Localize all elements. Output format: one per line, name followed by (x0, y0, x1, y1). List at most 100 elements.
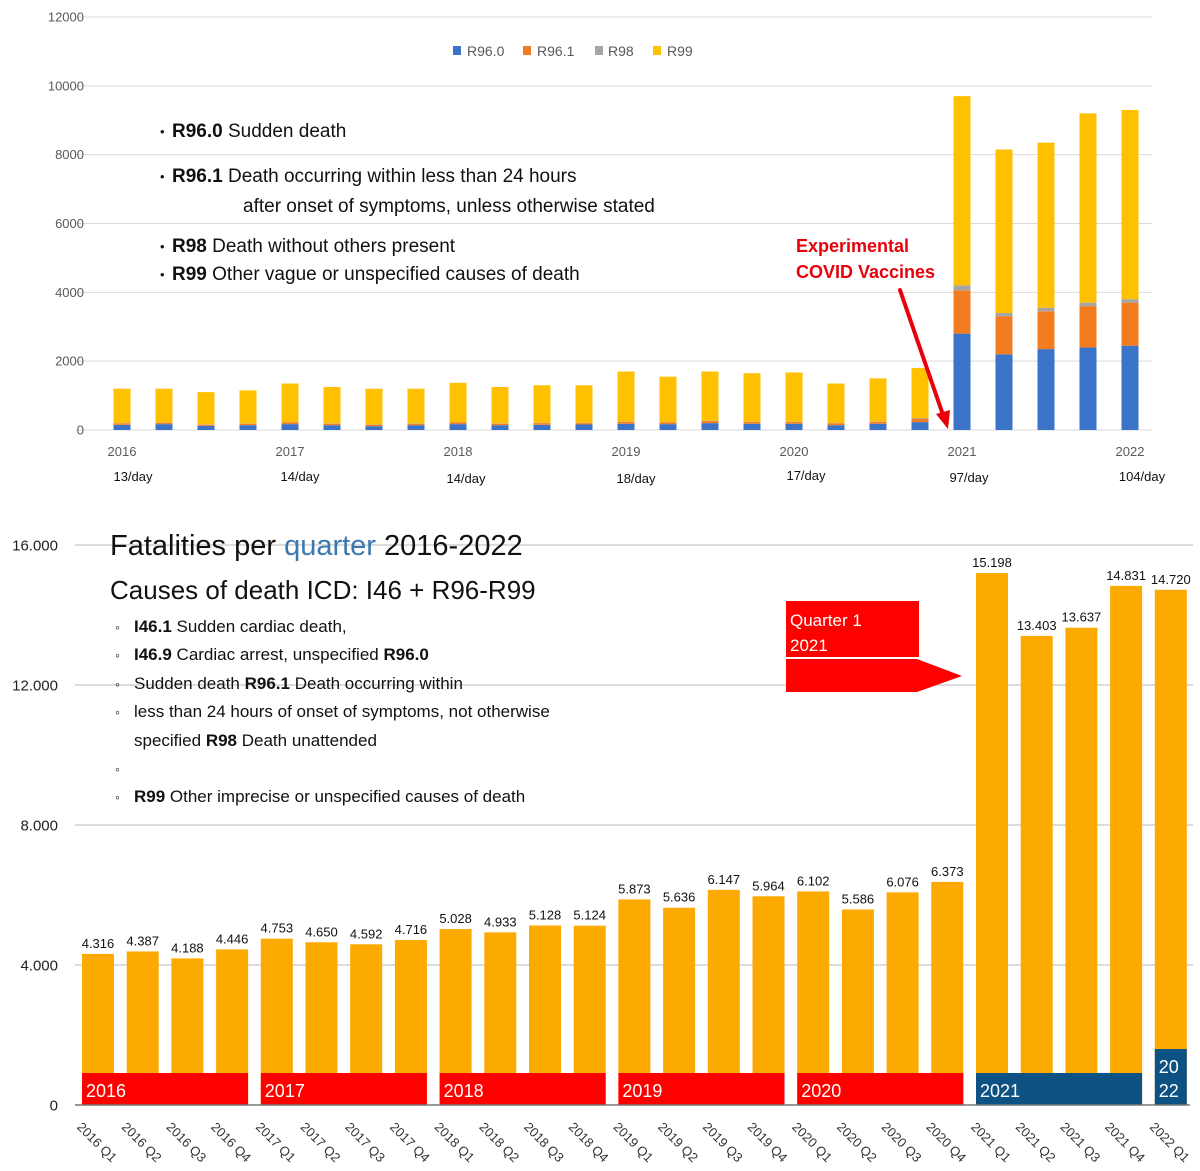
icd-code-label: R96.1 (244, 674, 290, 693)
callout-arrow-shaft (898, 288, 944, 414)
bottom-y-tick-label: 4.000 (20, 958, 58, 975)
quarter-axis-label: 2016 Q2 (119, 1119, 165, 1165)
top-bar-segment-r98 (1121, 299, 1139, 303)
top-note-line: after onset of symptoms, unless otherwis… (243, 196, 655, 218)
quarter-bar (931, 881, 964, 1105)
quarter-axis-label: 2017 Q4 (387, 1119, 433, 1165)
bar-value-label: 5.636 (663, 890, 696, 905)
top-bar-segment-r99 (575, 385, 593, 423)
top-bar-segment-r96-1 (827, 423, 845, 426)
bar-value-label: 5.586 (842, 891, 875, 906)
top-bar-segment-r96-0 (995, 354, 1013, 430)
quarter-bar (976, 573, 1008, 1105)
bottom-y-tick-label: 12.000 (12, 678, 58, 695)
top-note-line: R96.1 Death occurring within less than 2… (160, 166, 577, 188)
per-day-rate-label: 13/day (113, 469, 153, 484)
year-band (797, 1073, 964, 1105)
per-day-rate-label: 18/day (616, 471, 656, 486)
note-text: Sudden death (134, 674, 245, 693)
top-bar-segment-r96-0 (1121, 345, 1139, 430)
top-note-line: R98 Death without others present (160, 236, 456, 258)
quarter-axis-label: 2016 Q1 (74, 1119, 120, 1165)
top-bar-segment-r96-1 (239, 423, 257, 426)
year-band-label: 2020 (801, 1081, 841, 1101)
top-bar-segment-r96-0 (953, 333, 971, 430)
top-bar-segment-r98 (1079, 302, 1097, 307)
top-bar-segment-r96-1 (533, 423, 551, 425)
quarter-axis-label: 2016 Q3 (163, 1119, 209, 1165)
bar-value-label: 4.446 (216, 931, 249, 946)
icd-code-label: R99 (172, 264, 207, 285)
bar-value-label: 13.403 (1017, 618, 1057, 633)
top-bar-segment-r96-0 (785, 423, 803, 430)
bar-value-label: 4.933 (484, 914, 517, 929)
year-band (260, 1073, 427, 1105)
top-bar-segment-r99 (659, 376, 677, 423)
quarter-axis-label: 2021 Q1 (968, 1119, 1014, 1165)
top-bar-segment-r96-0 (491, 425, 509, 430)
legend-swatch-r99 (653, 46, 661, 55)
top-bar-segment-r99 (1121, 109, 1139, 300)
top-bar-segment-r96-1 (911, 418, 929, 423)
top-x-tick-label: 2021 (948, 444, 977, 459)
top-bar-segment-r96-1 (491, 423, 509, 426)
year-band-label: 2018 (444, 1081, 484, 1101)
quarter-bar (1020, 635, 1053, 1105)
top-bar-segment-r96-1 (575, 423, 593, 425)
top-bar-segment-r99 (197, 392, 215, 425)
top-bar-segment-r98 (995, 312, 1013, 317)
bar-value-label: 6.373 (931, 864, 964, 879)
quarter-axis-label: 2020 Q3 (879, 1119, 925, 1165)
bottom-note-line: R99 Other imprecise or unspecified cause… (115, 787, 525, 807)
per-day-rate-label: 14/day (446, 471, 486, 486)
year-band (439, 1073, 606, 1105)
title-text: 2016-2022 (375, 530, 523, 562)
title-highlight: quarter (284, 530, 376, 562)
bar-value-label: 5.873 (618, 881, 651, 896)
top-bar-segment-r96-0 (743, 423, 761, 430)
top-bar-segment-r99 (827, 383, 845, 424)
note-text: less than 24 hours of onset of symptoms,… (134, 702, 550, 721)
bottom-note-line (115, 759, 144, 779)
top-bar-segment-r99 (113, 388, 131, 424)
year-band (82, 1073, 249, 1105)
bottom-note-line: less than 24 hours of onset of symptoms,… (115, 702, 550, 722)
top-bar-segment-r96-0 (239, 425, 257, 430)
bar-value-label: 4.716 (395, 922, 428, 937)
top-x-tick-label: 2016 (108, 444, 137, 459)
legend-label-r99: R99 (667, 43, 693, 59)
bar-value-label: 5.028 (439, 911, 472, 926)
top-bar-segment-r96-0 (113, 424, 131, 430)
note-text: Sudden death (222, 121, 347, 142)
top-bar-segment-r99 (869, 378, 887, 422)
chart-subtitle: Causes of death ICD: I46 + R96-R99 (110, 575, 536, 605)
top-bar-segment-r99 (155, 388, 173, 423)
quarter-callout-line-1: Quarter 1 (790, 611, 862, 630)
note-text: Death occurring within less than 24 hour… (222, 166, 577, 187)
top-x-tick-label: 2020 (780, 444, 809, 459)
quarter-bar (752, 896, 785, 1105)
quarter-callout-line-2: 2021 (790, 636, 828, 655)
top-bar-segment-r99 (953, 96, 971, 286)
top-bar-segment-r96-1 (953, 290, 971, 334)
top-bar-segment-r99 (1079, 113, 1097, 303)
quarter-axis-label: 2017 Q3 (342, 1119, 388, 1165)
top-bar-segment-r96-1 (617, 421, 635, 424)
quarter-axis-label: 2020 Q4 (923, 1119, 969, 1165)
quarter-bar (1110, 585, 1143, 1105)
quarter-bar (618, 899, 651, 1105)
bar-value-label: 15.198 (972, 555, 1012, 570)
top-bar-segment-r96-0 (1079, 347, 1097, 430)
icd-code-label: I46.9 (134, 645, 172, 664)
bar-value-label: 4.592 (350, 926, 383, 941)
top-bar-segment-r96-0 (911, 422, 929, 430)
top-bar-segment-r96-0 (281, 424, 299, 430)
legend-label-r96-1: R96.1 (537, 43, 575, 59)
top-bar-segment-r96-0 (701, 423, 719, 430)
note-text: Death without others present (206, 236, 456, 257)
icd-code-label: R96.1 (172, 166, 223, 187)
quarter-axis-label: 2018 Q1 (432, 1119, 478, 1165)
bar-value-label: 6.147 (708, 872, 741, 887)
